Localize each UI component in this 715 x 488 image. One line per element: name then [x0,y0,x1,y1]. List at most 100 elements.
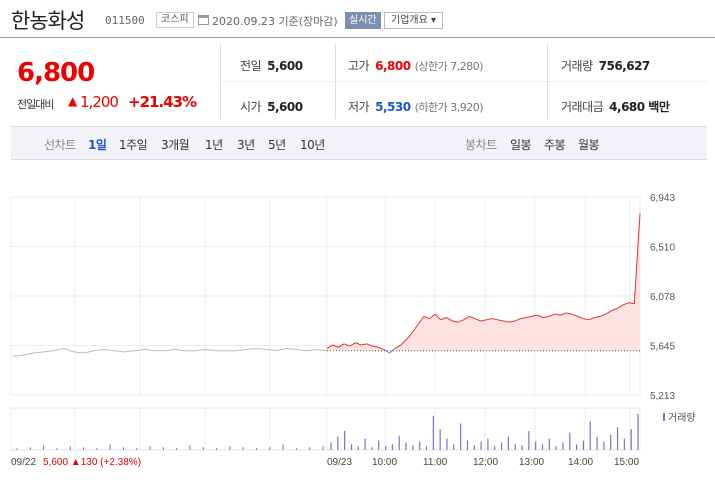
period-bar: 선차트 1일 1주일 3개월 1년 3년 5년 10년 봉차트 일봉 주봉 월봉 [11,126,707,160]
tab-3year[interactable]: 3년 [237,138,255,152]
price-line-segment [372,345,379,348]
realtime-button[interactable]: 실시간 [345,12,381,29]
price-line-segment [554,313,561,316]
price-line-segment [491,318,498,321]
price-line-segment [469,315,476,320]
price-line-segment [452,320,458,323]
tab-5year[interactable]: 5년 [268,138,286,152]
price-line-segment [463,315,470,321]
price-line-segment [411,324,419,333]
price-line-segment [565,312,572,315]
price-line-segment [503,320,510,323]
up-arrow-icon: ▲ [68,94,78,108]
low-label: 저가 [348,100,370,114]
stock-name[interactable]: 한농화성 [11,9,85,33]
price-chart: 6,943 6,510 6,078 5,645 5,213 거래량 09/22 09/23 10… [10,193,696,468]
previous-day-line [12,347,328,357]
y-tick-label: 5,213 [650,391,675,402]
price-line-segment [577,315,584,320]
price-line-segment [537,314,544,318]
tab-10year[interactable]: 10년 [300,138,325,152]
price-line-segment [406,332,413,340]
price-line-segment [349,342,356,347]
volume: 거래량 756,627 [561,57,650,74]
price-line-segment [497,319,504,322]
price-line-segment [599,313,607,317]
price-line-segment [326,344,333,349]
prev-close-label: 전일 [240,59,262,73]
price-line-segment [474,318,481,322]
price-line-segment [611,307,618,312]
y-tick-label: 6,943 [650,193,675,204]
price-line-segment [434,313,442,321]
price-line-segment [526,315,532,319]
y-tick-label: 6,510 [650,243,675,254]
price-box: 6,800 전일대비 ▲ 1,200 +21.43% [11,44,219,119]
trade-amount: 거래대금 4,680 백만 [561,98,670,115]
company-overview-button[interactable]: 기업개요 ▾ [384,12,444,29]
x-tick-label: 13:00 [519,457,544,468]
stock-code: 011500 [105,14,145,27]
price-line-segment [582,318,589,321]
price-line-segment [509,320,515,323]
price-line-segment [560,312,567,316]
price-line-segment [616,304,624,309]
price-line-segment [400,338,408,346]
tab-daily-candle[interactable]: 일봉 [510,138,532,152]
x-tick-label: 14:00 [568,457,593,468]
price-line-segment [383,349,390,354]
amount-label: 거래대금 [561,100,604,114]
high-value: 6,800 [375,59,411,73]
calendar-icon [198,15,209,25]
price-line-segment [480,319,487,322]
y-tick-label: 6,078 [650,292,675,303]
price-line-segment [543,315,550,319]
price-line-segment [605,310,612,315]
prev-close: 전일 5,600 [240,57,303,74]
price-line-segment [423,315,430,320]
divider [547,44,548,119]
price-line-segment [628,302,635,305]
x-tick-label: 09/22 [11,457,36,468]
high-price: 고가 6,800 (상한가 7,280) [348,57,484,74]
price-line-segment [366,343,373,347]
tab-3month[interactable]: 3개월 [161,138,190,152]
price-line-segment [531,314,538,317]
company-overview-label: 기업개요 [391,15,428,26]
upper-limit: (상한가 7,280) [414,60,484,73]
open-price: 시가 5,600 [240,98,303,115]
x-tick-label: 12:00 [473,457,498,468]
stock-header: 한농화성 011500 코스피 2020.09.23 기준(장마감) 실시간 기… [0,0,715,38]
open-value: 5,600 [267,100,303,114]
divider [335,44,336,119]
price-line-segment [548,313,555,317]
price-line-segment [520,317,527,320]
chevron-down-icon: ▾ [431,15,437,26]
low-price: 저가 5,530 (하한가 3,920) [348,98,484,115]
amount-value: 4,680 백만 [609,100,670,114]
prev-day-summary: 5,600 ▲130 (+2.38%) [43,457,141,468]
tab-1day[interactable]: 1일 [88,138,107,152]
market-badge: 코스피 [156,12,194,28]
change-percent: +21.43% [128,93,197,111]
price-line-segment [417,316,425,325]
price-line-segment [457,319,464,323]
volume-value: 756,627 [598,59,651,73]
open-label: 시가 [240,100,262,114]
price-line-segment [338,343,345,348]
x-tick-label: 11:00 [423,457,448,468]
volume-label: 거래량 [561,59,593,73]
price-line-segment [378,346,385,351]
current-price: 6,800 [17,58,95,88]
tab-1week[interactable]: 1주일 [119,138,148,152]
divider [220,81,707,82]
price-line-segment [633,213,641,304]
tab-monthly-candle[interactable]: 월봉 [578,138,600,152]
price-line-segment [355,342,362,346]
price-line-segment [594,315,601,319]
price-line-segment [343,343,350,347]
tab-weekly-candle[interactable]: 주봉 [544,138,566,152]
volume-legend-swatch [663,413,665,421]
tab-1year[interactable]: 1년 [205,138,223,152]
prev-close-value: 5,600 [267,59,303,73]
